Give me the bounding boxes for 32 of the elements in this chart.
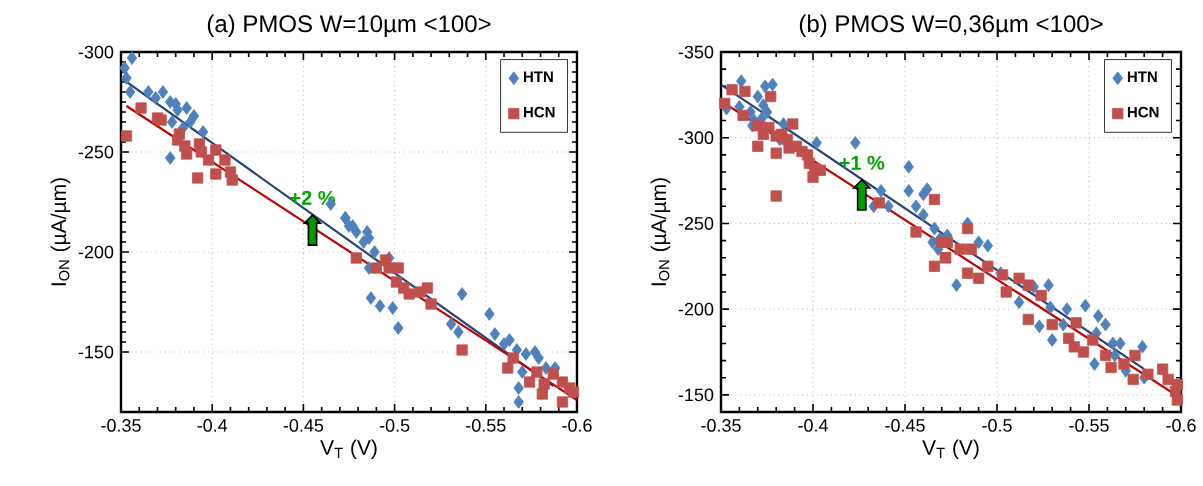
y-tick-label: -200 (678, 302, 714, 316)
x-tick-label: -0.45 (885, 419, 925, 432)
x-tick-label: -0.5 (379, 419, 410, 432)
x-tick-label: -0.35 (701, 419, 741, 432)
y-tick-label: -150 (78, 345, 114, 359)
x-tick-label: -0.6 (1166, 419, 1196, 432)
x-tick-label: -0.55 (1069, 419, 1109, 432)
x-axis-title: V$_{T}$ (V) (320, 439, 377, 460)
legend-label: HCN (523, 106, 555, 118)
y-tick-label: -300 (78, 45, 114, 59)
chart-title: (b) PMOS W=0,36µm <100> (799, 14, 1103, 37)
x-axis-title: V$_{T}$ (V) (922, 439, 979, 460)
y-axis-title: I$_{ON}$ (µA/µm) (650, 178, 671, 286)
y-tick-label: -150 (678, 388, 714, 402)
y-tick-label: -300 (678, 131, 714, 145)
y-tick-label: -350 (678, 45, 714, 59)
x-tick-label: -0.5 (982, 419, 1012, 432)
legend-label: HCN (1127, 106, 1159, 118)
y-tick-label: -200 (78, 245, 114, 259)
chart-title: (a) PMOS W=10µm <100> (207, 14, 491, 37)
annotation: +1 % (839, 155, 885, 170)
legend-label: HTN (1127, 71, 1157, 82)
x-tick-label: -0.4 (197, 419, 228, 432)
x-tick-label: -0.35 (101, 419, 141, 432)
x-tick-label: -0.55 (466, 419, 506, 432)
y-axis-title: I$_{ON}$ (µA/µm) (50, 178, 71, 286)
x-tick-label: -0.45 (283, 419, 324, 432)
legend-label: HTN (523, 71, 553, 82)
y-tick-label: -250 (78, 145, 114, 159)
x-tick-label: -0.4 (798, 419, 828, 432)
y-tick-label: -250 (678, 217, 714, 230)
x-tick-label: -0.6 (562, 419, 592, 432)
